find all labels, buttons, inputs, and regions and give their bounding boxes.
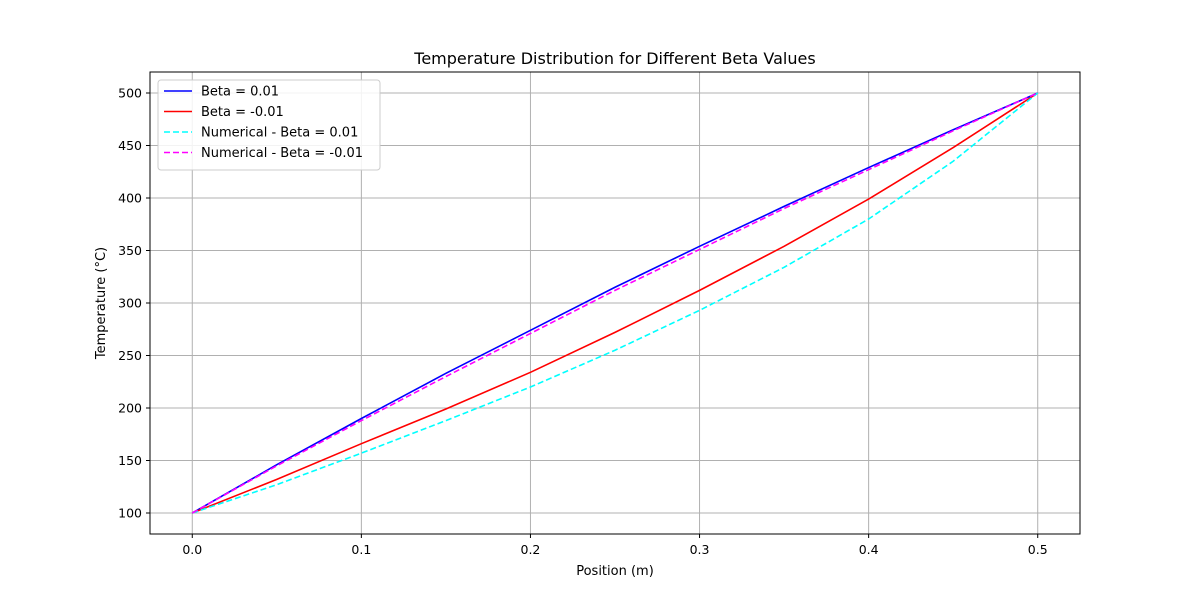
y-tick-label: 100: [118, 506, 142, 521]
y-tick-label: 400: [118, 191, 142, 206]
y-axis-label: Temperature (°C): [94, 247, 109, 360]
x-axis-label: Position (m): [576, 564, 654, 579]
series-line-3: [192, 92, 1039, 514]
y-tick-label: 200: [118, 401, 142, 416]
y-tick-label: 500: [118, 86, 142, 101]
x-tick-label: 0.4: [859, 542, 879, 557]
legend-entry-label: Numerical - Beta = -0.01: [201, 146, 363, 161]
y-tick-label: 300: [118, 296, 142, 311]
legend-entry-label: Numerical - Beta = 0.01: [201, 126, 358, 141]
y-axis: 100 150 200 250 300 350 400 450 500: [118, 86, 150, 521]
series-line-4: [191, 92, 1039, 514]
y-tick-label: 350: [118, 243, 142, 258]
y-tick-label: 150: [118, 453, 142, 468]
grid-lines: [150, 72, 1080, 534]
legend-entry-label: Beta = -0.01: [201, 105, 284, 120]
chart-title: Temperature Distribution for Different B…: [413, 49, 815, 68]
x-tick-label: 0.0: [182, 542, 202, 557]
series-line-2: [191, 92, 1039, 514]
x-tick-label: 0.5: [1028, 542, 1048, 557]
legend-box: [157, 79, 381, 171]
legend: Beta = 0.01 Beta = -0.01 Numerical - Beta …: [157, 79, 381, 171]
y-tick-label: 450: [118, 138, 142, 153]
series-line-1: [191, 92, 1039, 514]
x-tick-label: 0.3: [690, 542, 710, 557]
y-tick-label: 250: [118, 348, 142, 363]
x-tick-label: 0.2: [521, 542, 541, 557]
legend-entry-label: Beta = 0.01: [201, 85, 279, 100]
x-axis: 0.0 0.1 0.2 0.3 0.4 0.5: [182, 534, 1048, 557]
series-group: [191, 92, 1039, 514]
x-tick-label: 0.1: [351, 542, 371, 557]
